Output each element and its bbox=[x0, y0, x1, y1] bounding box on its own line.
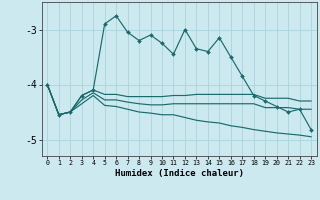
X-axis label: Humidex (Indice chaleur): Humidex (Indice chaleur) bbox=[115, 169, 244, 178]
